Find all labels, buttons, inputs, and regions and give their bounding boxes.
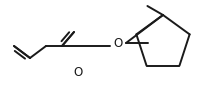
Text: O: O [113, 36, 123, 50]
Text: O: O [73, 66, 83, 79]
